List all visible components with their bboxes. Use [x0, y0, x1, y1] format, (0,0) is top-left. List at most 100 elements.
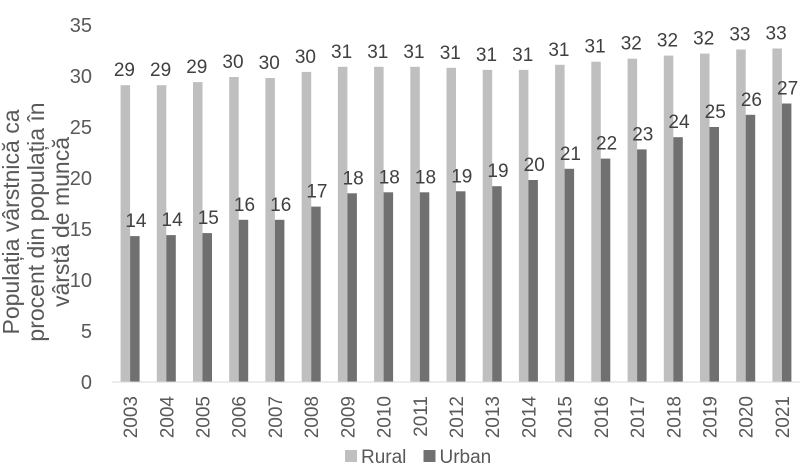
bar-rural [410, 66, 420, 383]
data-label-urban: 21 [560, 144, 581, 165]
bar-urban [456, 191, 466, 382]
bar-rural [265, 78, 275, 382]
x-tick-label: 2003 [121, 396, 142, 438]
bar-urban [637, 149, 647, 382]
data-label-rural: 32 [657, 31, 678, 52]
x-tick-label: 2010 [375, 396, 396, 438]
bar-rural [700, 53, 710, 382]
data-label-rural: 31 [512, 45, 533, 66]
data-label-rural: 32 [693, 29, 714, 50]
bar-urban [130, 236, 140, 382]
x-tick-label: 2017 [628, 396, 649, 438]
bar-rural [229, 77, 239, 382]
bar-urban [528, 180, 538, 382]
legend-label-rural: Rural [361, 447, 406, 468]
data-label-urban: 19 [451, 166, 472, 187]
legend-swatch-urban [423, 450, 436, 462]
y-tick-label: 25 [70, 117, 92, 139]
data-label-urban: 18 [415, 167, 436, 188]
x-tick-label: 2009 [338, 396, 359, 438]
bar-rural [591, 61, 601, 382]
x-tick-label: 2013 [483, 396, 504, 438]
data-label-rural: 31 [585, 37, 606, 58]
x-tick-label: 2004 [157, 396, 178, 439]
data-label-urban: 23 [632, 124, 653, 145]
x-tick-label: 2020 [737, 396, 758, 438]
bar-rural [337, 66, 348, 383]
data-label-urban: 27 [777, 79, 798, 100]
y-tick-label: 30 [70, 66, 92, 88]
x-tick-label: 2008 [302, 396, 323, 438]
x-tick-label: 2019 [701, 396, 722, 438]
bar-rural [555, 64, 565, 383]
x-tick-label: 2011 [411, 396, 432, 437]
bar-urban [202, 233, 212, 382]
bar-urban [383, 192, 394, 382]
data-label-rural: 29 [186, 57, 207, 78]
bar-rural [482, 69, 493, 383]
data-label-urban: 24 [668, 112, 690, 133]
bar-rural [627, 58, 638, 382]
legend-label-urban: Urban [440, 447, 492, 468]
bar-urban [419, 192, 430, 382]
data-label-rural: 31 [548, 40, 569, 61]
bar-rural [193, 82, 203, 382]
x-tick-label: 2014 [519, 396, 540, 439]
y-tick-label: 5 [81, 321, 92, 343]
bar-rural [663, 55, 674, 382]
legend-swatch-rural [345, 450, 357, 462]
x-tick-label: 2005 [194, 396, 215, 438]
data-label-urban: 26 [741, 90, 762, 111]
data-label-rural: 31 [403, 42, 424, 63]
data-label-urban: 22 [596, 134, 617, 155]
y-tick-label: 10 [70, 270, 92, 292]
data-label-urban: 16 [270, 195, 291, 216]
bar-urban [709, 127, 719, 382]
bar-rural [772, 48, 782, 382]
bar-rural [446, 67, 456, 383]
data-label-rural: 31 [331, 42, 352, 63]
bar-urban [781, 103, 792, 382]
x-tick-label: 2006 [230, 396, 251, 438]
y-tick-label: 0 [81, 372, 92, 394]
bar-rural [518, 69, 529, 383]
x-tick-label: 2016 [592, 396, 613, 438]
bar-urban [274, 219, 285, 382]
data-label-rural: 29 [150, 60, 171, 81]
bar-rural [120, 85, 131, 382]
data-label-rural: 33 [766, 24, 787, 45]
data-label-rural: 29 [114, 60, 135, 81]
y-tick-label: 20 [70, 168, 92, 190]
bar-urban [166, 235, 176, 382]
data-label-urban: 20 [524, 155, 545, 176]
bar-rural [374, 66, 384, 383]
data-label-urban: 17 [306, 182, 327, 203]
bar-urban [311, 206, 321, 382]
bar-urban [347, 193, 357, 382]
data-label-rural: 33 [729, 25, 750, 46]
x-tick-label: 2018 [664, 396, 685, 438]
data-label-urban: 16 [234, 195, 255, 216]
bar-urban [673, 137, 683, 382]
bar-urban [564, 168, 575, 382]
data-label-rural: 30 [259, 53, 280, 74]
data-label-rural: 32 [621, 34, 642, 55]
bar-urban [745, 114, 756, 383]
y-axis-title: Populația vârstnică caprocent din popula… [0, 102, 74, 341]
data-label-urban: 14 [125, 211, 147, 232]
bar-rural [301, 71, 312, 383]
data-label-urban: 15 [198, 208, 219, 229]
y-tick-label: 15 [70, 219, 92, 241]
data-label-rural: 31 [476, 45, 497, 66]
data-label-urban: 19 [487, 161, 508, 182]
x-tick-label: 2021 [773, 396, 794, 438]
bar-rural [156, 85, 167, 382]
x-tick-label: 2012 [447, 396, 468, 438]
x-tick-label: 2007 [266, 396, 287, 438]
x-tick-label: 2015 [556, 396, 577, 438]
data-label-urban: 18 [379, 167, 400, 188]
data-label-urban: 25 [705, 102, 726, 123]
y-tick-label: 35 [70, 15, 92, 37]
data-label-rural: 30 [222, 52, 243, 73]
